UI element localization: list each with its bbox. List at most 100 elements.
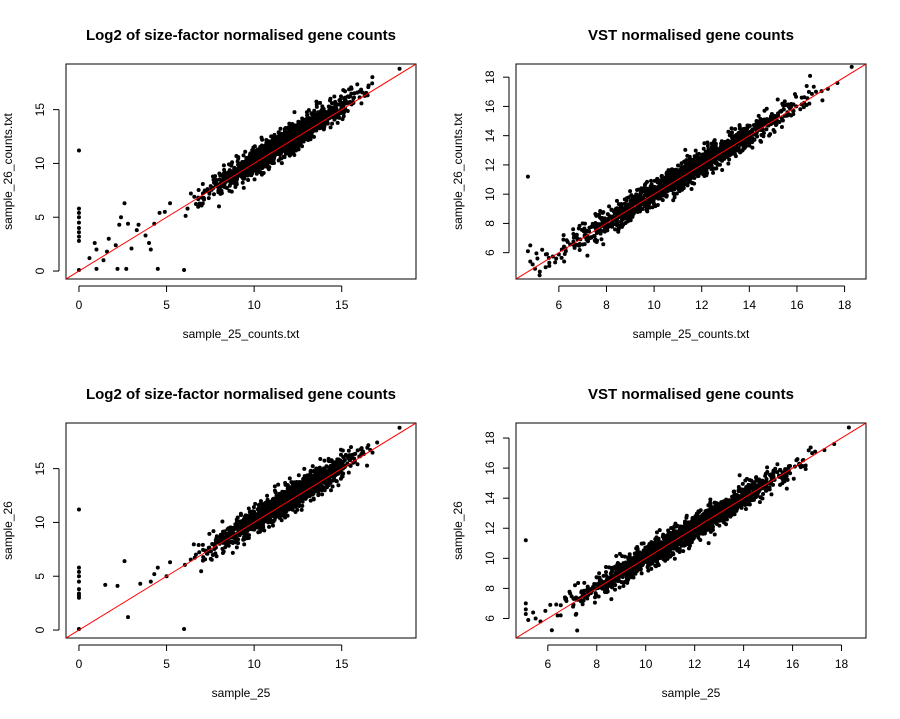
data-point: [273, 500, 278, 505]
data-point: [244, 536, 249, 541]
data-point: [737, 126, 742, 131]
data-point: [208, 184, 213, 189]
data-point: [791, 108, 796, 113]
data-point: [183, 213, 188, 218]
data-point: [643, 182, 648, 187]
data-point: [222, 529, 227, 534]
data-point: [221, 163, 226, 168]
data-point: [327, 466, 332, 471]
data-point: [614, 198, 619, 203]
data-point: [571, 231, 576, 236]
data-point: [664, 193, 669, 198]
data-point: [244, 513, 249, 518]
data-point: [535, 256, 540, 261]
data-point: [614, 210, 619, 215]
data-point: [233, 179, 238, 184]
data-point: [207, 531, 212, 536]
data-point: [725, 138, 730, 143]
data-point: [543, 265, 548, 270]
data-point: [268, 148, 273, 153]
data-point: [849, 64, 854, 69]
data-point: [269, 134, 274, 139]
data-point: [259, 512, 264, 517]
data-point: [202, 188, 207, 193]
data-point: [92, 241, 97, 246]
data-point: [197, 550, 202, 555]
data-point: [193, 552, 198, 557]
data-point: [287, 127, 292, 132]
data-point: [334, 479, 339, 484]
data-point: [276, 130, 281, 135]
data-point: [735, 145, 740, 150]
data-point: [768, 132, 773, 137]
data-point: [122, 559, 127, 564]
data-point: [562, 259, 567, 264]
data-point: [691, 160, 696, 165]
data-point: [233, 526, 238, 531]
point-cloud: [76, 425, 402, 631]
data-point: [76, 595, 81, 600]
data-point: [772, 120, 777, 125]
data-point: [329, 458, 334, 463]
data-point: [213, 551, 218, 556]
data-point: [76, 507, 81, 512]
data-point: [631, 194, 636, 199]
data-point: [613, 227, 618, 232]
data-point: [778, 109, 783, 114]
x-tick-label: 12: [695, 298, 709, 312]
data-point: [148, 247, 153, 252]
x-tick-label: 10: [647, 298, 661, 312]
data-point: [271, 157, 276, 162]
data-point: [147, 241, 152, 246]
data-point: [712, 532, 717, 537]
data-point: [554, 256, 559, 261]
data-point: [375, 440, 380, 445]
data-point: [648, 189, 653, 194]
data-point: [705, 140, 710, 145]
y-tick-label: 10: [483, 551, 497, 565]
data-point: [152, 572, 157, 577]
data-point: [285, 485, 290, 490]
x-axis: 0 5 10 15: [76, 285, 349, 312]
data-point: [227, 172, 232, 177]
data-point: [628, 189, 633, 194]
data-point: [318, 482, 323, 487]
data-point: [277, 139, 282, 144]
data-point: [540, 247, 545, 252]
data-point: [720, 140, 725, 145]
data-point: [525, 249, 530, 254]
data-point: [281, 493, 286, 498]
data-point: [199, 569, 204, 574]
data-point: [297, 126, 302, 131]
data-point: [594, 231, 599, 236]
data-point: [732, 147, 737, 152]
data-point: [126, 221, 131, 226]
data-point: [784, 113, 789, 118]
data-point: [228, 527, 233, 532]
data-point: [528, 259, 533, 264]
data-point: [256, 164, 261, 169]
data-point: [332, 94, 337, 99]
y-tick-label: 10: [483, 187, 497, 201]
x-tick-label: 10: [247, 657, 261, 671]
data-point: [261, 160, 266, 165]
data-point: [676, 163, 681, 168]
data-point: [302, 479, 307, 484]
data-point: [242, 531, 247, 536]
data-point: [318, 457, 323, 462]
data-point: [338, 452, 343, 457]
x-tick-label: 16: [790, 298, 804, 312]
data-point: [672, 173, 677, 178]
data-point: [741, 140, 746, 145]
data-point: [217, 538, 222, 543]
data-point: [322, 123, 327, 128]
data-point: [273, 511, 278, 516]
data-point: [321, 127, 326, 132]
data-point: [365, 463, 370, 468]
y-tick-label: 8: [483, 220, 497, 227]
data-point: [293, 139, 298, 144]
data-point: [279, 500, 284, 505]
data-point: [270, 500, 275, 505]
data-point: [243, 162, 248, 167]
